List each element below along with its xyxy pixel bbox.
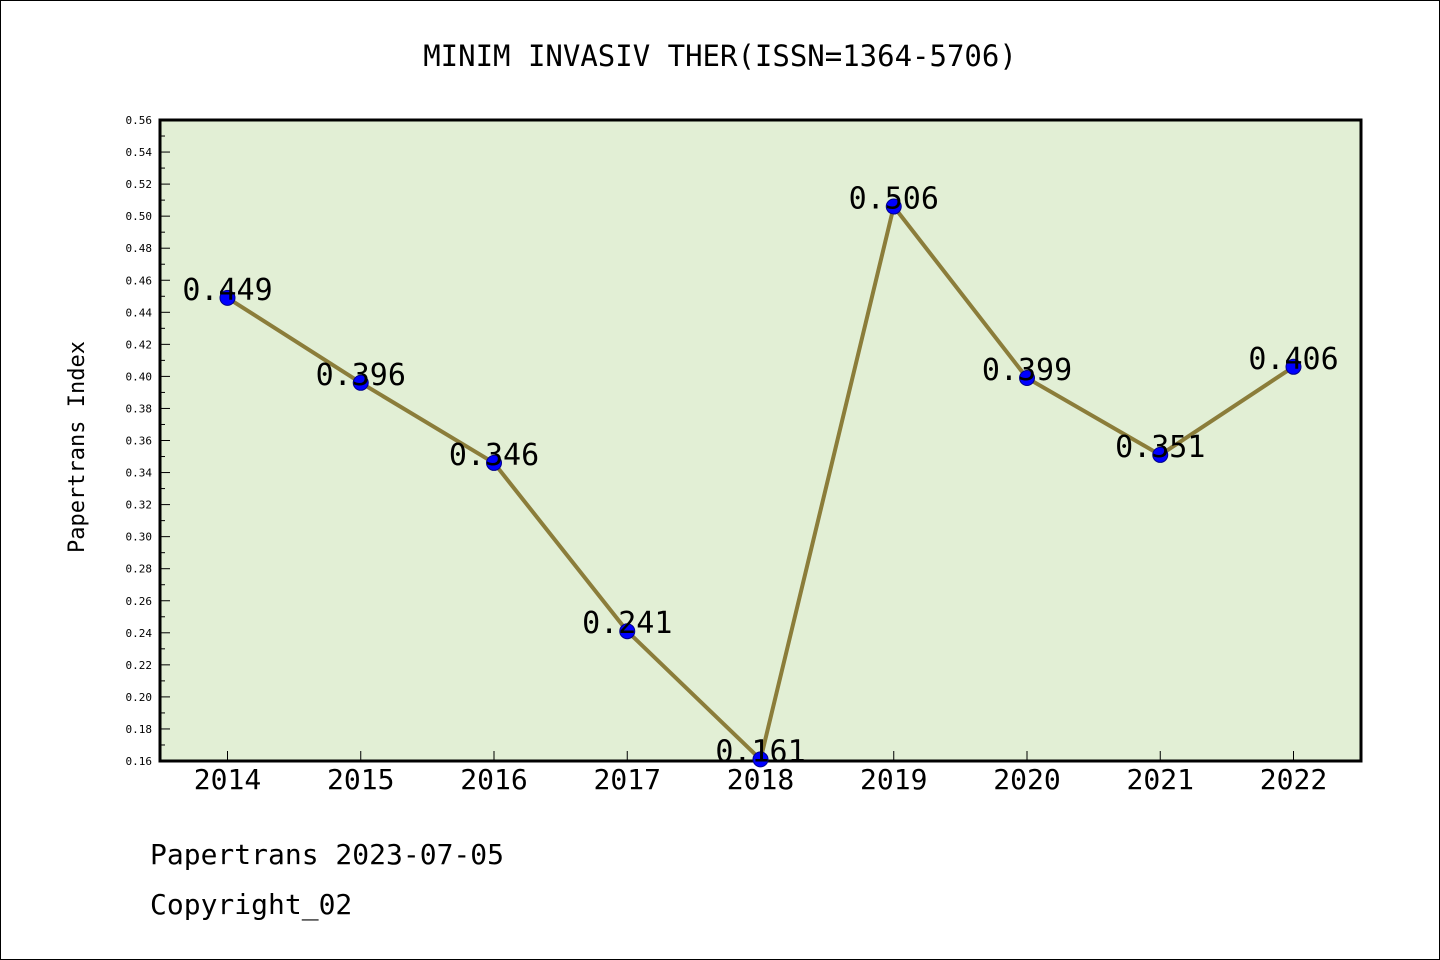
footer-copyright: Copyright_02	[150, 888, 352, 922]
x-tick-label: 2018	[727, 763, 794, 796]
data-label-2020: 0.399	[982, 353, 1072, 388]
y-tick-label: 0.34	[126, 467, 153, 480]
x-tick-label: 2020	[993, 763, 1060, 796]
y-axis-ticks: 0.16 0.18 0.20 0.22 0.24 0.26 0.28 0.30 0.32 0.34…	[126, 114, 170, 768]
data-label-2017: 0.241	[582, 606, 672, 641]
series-papertrans-index	[219, 198, 1302, 768]
y-tick-label: 0.46	[126, 274, 153, 287]
data-label-2021: 0.351	[1115, 430, 1205, 465]
x-tick-label: 2017	[594, 763, 661, 796]
y-tick-label: 0.56	[126, 114, 153, 127]
data-label-2022: 0.406	[1248, 342, 1338, 377]
y-tick-label: 0.26	[126, 595, 153, 608]
y-axis-label: Papertrans Index	[65, 341, 90, 553]
y-tick-label: 0.40	[126, 370, 153, 383]
data-label-2018: 0.161	[715, 734, 805, 769]
footer-date: Papertrans 2023-07-05	[150, 838, 504, 871]
y-tick-label: 0.32	[126, 499, 153, 512]
y-tick-label: 0.28	[126, 563, 153, 576]
y-tick-label: 0.24	[126, 627, 153, 640]
chart-title: MINIM INVASIV THER(ISSN=1364-5706)	[423, 39, 1017, 73]
x-tick-label: 2016	[460, 763, 527, 796]
plot-area	[158, 118, 1363, 763]
data-label-2014: 0.449	[182, 273, 272, 308]
data-label-2019: 0.506	[849, 182, 939, 217]
data-point-2015	[352, 374, 369, 391]
data-point-2020	[1019, 370, 1035, 387]
y-tick-label: 0.42	[126, 338, 153, 351]
y-tick-label: 0.36	[126, 435, 153, 448]
y-tick-label: 0.54	[126, 146, 153, 159]
y-tick-label: 0.22	[126, 659, 153, 672]
y-tick-label: 0.50	[126, 210, 153, 223]
y-tick-label: 0.44	[126, 306, 153, 319]
y-tick-label: 0.18	[126, 723, 153, 736]
y-tick-label: 0.38	[126, 402, 153, 415]
y-tick-label: 0.16	[126, 755, 153, 768]
data-point-2018	[752, 751, 769, 768]
y-tick-label: 0.30	[126, 531, 153, 544]
data-point-2016	[486, 454, 502, 471]
x-tick-label: 2014	[194, 763, 261, 796]
data-label-2015: 0.396	[316, 358, 406, 393]
data-point-2014	[219, 289, 236, 306]
data-labels: 0.449 0.396 0.346 0.241 0.161 0.506 0.399 0.351…	[182, 182, 1338, 770]
data-point-2019	[885, 198, 902, 215]
x-tick-label: 2015	[327, 763, 394, 796]
data-point-2017	[619, 623, 636, 640]
x-tick-label: 2019	[860, 763, 927, 796]
data-point-2022	[1285, 358, 1302, 375]
data-label-2016: 0.346	[449, 438, 539, 473]
x-tick-label: 2021	[1127, 763, 1194, 796]
y-tick-label: 0.20	[126, 691, 153, 704]
x-axis-ticks: 2014 2015 2016 2017 2018 2019 2020 2021 2022	[194, 751, 1327, 796]
y-tick-label: 0.48	[126, 242, 153, 255]
y-tick-label: 0.52	[126, 178, 153, 191]
data-point-2021	[1152, 446, 1169, 463]
x-tick-label: 2022	[1260, 763, 1327, 796]
